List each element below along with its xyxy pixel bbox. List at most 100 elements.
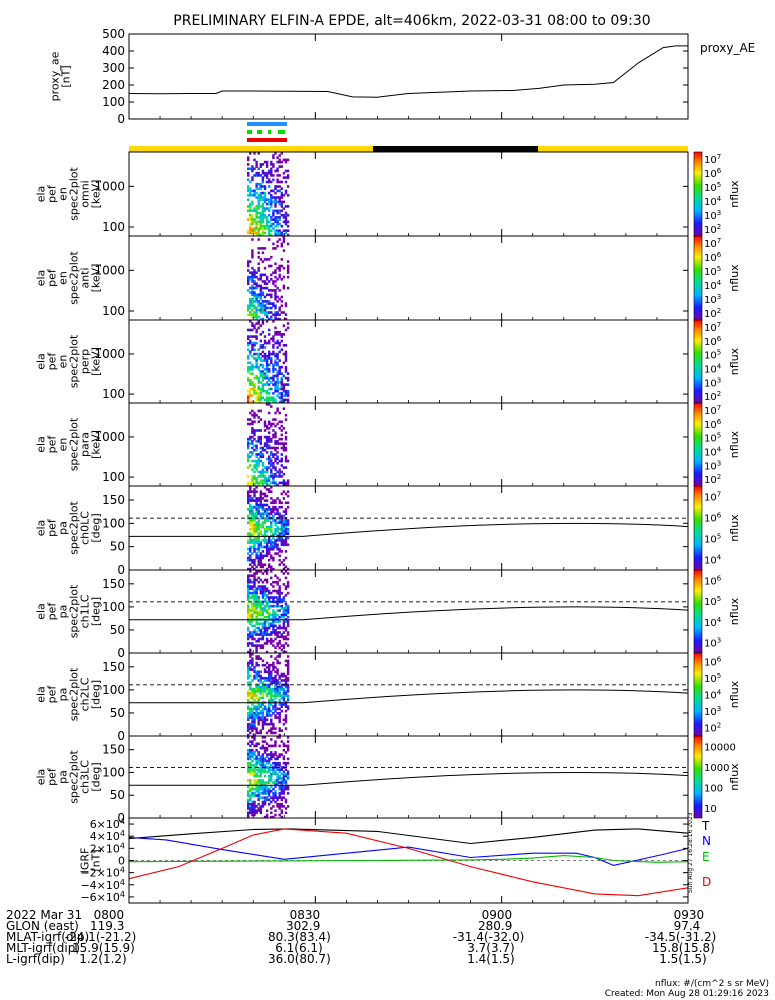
heat-cell (274, 690, 277, 693)
heat-cell (280, 464, 283, 467)
heat-cell (265, 547, 269, 551)
heat-cell (276, 222, 279, 226)
heat-cell (272, 209, 275, 213)
heat-cell (268, 350, 271, 354)
heat-cell (268, 615, 271, 619)
heat-cell (272, 580, 275, 584)
heat-cell (257, 320, 260, 323)
heat-cell (284, 492, 288, 496)
heat-cell (259, 705, 262, 708)
heat-cell (261, 302, 265, 305)
heat-cell (278, 585, 281, 588)
heat-cell (251, 657, 254, 660)
heat-cell (276, 374, 279, 378)
heat-cell (247, 815, 250, 819)
heat-cell (257, 685, 260, 689)
heat-cell (253, 481, 256, 485)
heat-cell (263, 563, 267, 566)
heat-cell (276, 536, 279, 540)
heat-cell (274, 657, 277, 660)
heat-cell (247, 604, 250, 608)
heat-cell (282, 722, 286, 726)
heat-cell (268, 668, 271, 671)
heat-cell (278, 536, 281, 540)
heat-cell (272, 165, 275, 168)
heat-cell (286, 176, 290, 179)
heat-cell (253, 269, 256, 272)
heat-cell (286, 622, 290, 625)
heat-cell (257, 304, 260, 308)
heat-cell (272, 365, 275, 369)
heat-cell (255, 328, 258, 332)
heat-cell (247, 453, 250, 456)
heat-cell (268, 714, 271, 717)
heat-cell (268, 411, 271, 415)
heat-cell (259, 774, 262, 778)
heat-cell (255, 530, 258, 533)
heat-cell (247, 748, 250, 752)
heat-cell (261, 523, 265, 527)
igrf-legend-E: E (702, 850, 710, 864)
heat-cell (253, 448, 256, 452)
heat-cell (274, 545, 277, 549)
heat-cell (265, 813, 269, 817)
heat-cell (286, 536, 290, 540)
heat-cell (265, 163, 269, 166)
heat-cell (270, 200, 273, 204)
heat-cell (263, 383, 267, 386)
heat-cell (284, 304, 288, 308)
heat-cell (276, 796, 279, 799)
heat-cell (247, 457, 250, 461)
heat-cell (270, 692, 273, 695)
heat-cell (259, 501, 262, 505)
heat-cell (265, 282, 269, 285)
heat-cell (280, 729, 283, 732)
heat-cell (284, 607, 288, 610)
heat-cell (278, 216, 281, 219)
heat-cell (259, 284, 262, 288)
heat-cell (261, 376, 265, 380)
heat-cell (270, 451, 273, 454)
heat-cell (249, 486, 252, 489)
heat-cell (282, 311, 286, 314)
heat-cell (257, 536, 260, 540)
heat-cell (259, 716, 262, 719)
heat-cell (272, 200, 275, 204)
heat-cell (253, 736, 256, 739)
heat-cell (276, 694, 279, 698)
heat-cell (249, 372, 252, 375)
heat-cell (251, 785, 254, 789)
heat-cell (278, 158, 281, 162)
heat-cell (270, 481, 273, 485)
heat-cell (255, 211, 258, 215)
heat-cell (255, 341, 258, 345)
heat-cell (284, 550, 288, 553)
heat-cell (263, 247, 267, 250)
heat-cell (261, 744, 265, 748)
heat-cell (263, 266, 267, 270)
heat-cell (265, 440, 269, 443)
heat-cell (257, 266, 260, 270)
heat-cell (286, 655, 290, 658)
heat-cell (255, 657, 258, 660)
heat-cell (282, 472, 286, 476)
heat-cell (286, 757, 290, 761)
heat-cell (270, 567, 273, 571)
heat-cell (253, 389, 256, 393)
panel-frame-ela_pef_en_spec2plot_omni (128, 151, 689, 237)
heat-cell (270, 440, 273, 443)
heat-cell (255, 464, 258, 467)
heat-cell (278, 317, 281, 321)
heat-cell (276, 189, 279, 193)
heat-cell (247, 670, 250, 674)
heat-cell (251, 413, 254, 417)
heat-cell (257, 622, 260, 625)
heat-cell (263, 740, 267, 743)
heat-cell (255, 490, 258, 493)
heat-cell (247, 365, 250, 369)
heat-cell (276, 670, 279, 674)
ylabel-line: anti (79, 267, 92, 288)
heat-cell (247, 158, 250, 162)
heat-cell (265, 218, 269, 221)
heat-cell (278, 475, 281, 478)
